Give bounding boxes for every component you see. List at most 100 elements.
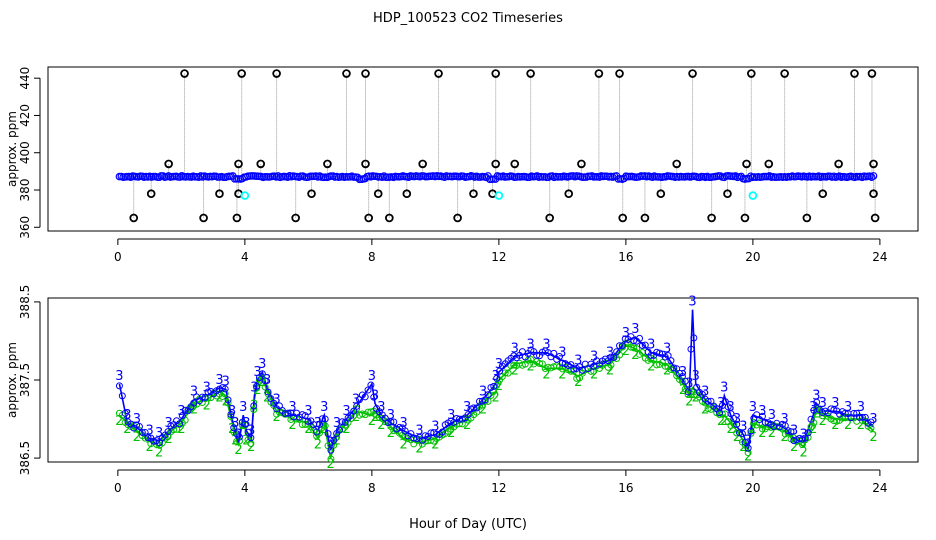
channel-3-point xyxy=(690,334,698,342)
channel-3-label: 3 xyxy=(701,385,709,400)
channel-3-point xyxy=(198,393,206,401)
outlier-point xyxy=(199,213,208,223)
outlier-point xyxy=(618,213,628,223)
x-tick-label: 4 xyxy=(241,250,249,264)
outlier-point xyxy=(361,69,370,78)
outlier-point xyxy=(434,69,443,78)
top-plot-frame xyxy=(47,66,919,232)
sample-point xyxy=(648,173,657,181)
outlier-point xyxy=(364,213,373,223)
outlier-point xyxy=(232,213,242,223)
channel-2-point xyxy=(161,433,169,441)
channel-3-label: 3 xyxy=(463,400,471,415)
channel-3-point xyxy=(704,397,712,405)
channel-3-point xyxy=(301,412,309,420)
x-tick-label: 24 xyxy=(872,481,887,495)
channel-2-label: 2 xyxy=(800,445,808,460)
channel-3-label: 3 xyxy=(304,404,312,419)
channel-3-point xyxy=(781,422,789,430)
channel-3-label: 3 xyxy=(215,373,223,388)
channel-2-label: 2 xyxy=(288,418,296,433)
outlier-point xyxy=(237,69,246,78)
x-tick-label: 8 xyxy=(368,481,376,495)
channel-2-label: 2 xyxy=(685,395,693,410)
x-tick-label: 12 xyxy=(491,250,506,264)
x-tick-label: 12 xyxy=(491,481,506,495)
channel-3-label: 3 xyxy=(415,424,423,439)
channel-3-label: 3 xyxy=(749,400,757,415)
channel-3-point xyxy=(181,406,189,414)
channel-3-point xyxy=(175,420,183,428)
channel-2-point xyxy=(573,374,581,382)
outlier-point xyxy=(307,189,316,199)
outlier-point xyxy=(180,69,189,78)
channel-2-point xyxy=(224,399,232,407)
channel-2-point xyxy=(504,369,512,377)
channel-3-point xyxy=(801,434,809,442)
channel-3-label: 3 xyxy=(819,396,827,411)
outlier-point xyxy=(418,159,427,169)
y-tick-label: 388.5 xyxy=(18,285,32,319)
x-tick-label: 24 xyxy=(872,250,887,264)
channel-3-point xyxy=(850,409,858,417)
channel-2-label: 2 xyxy=(869,430,877,445)
channel-2-label: 2 xyxy=(526,359,534,374)
channel-3-label: 3 xyxy=(250,381,258,396)
channel-2-label: 2 xyxy=(688,387,696,402)
channel-3-point xyxy=(235,433,243,441)
y-tick-label: 386.5 xyxy=(18,441,32,475)
channel-2-point xyxy=(235,437,243,445)
channel-3-point xyxy=(438,428,446,436)
y-tick-label: 360 xyxy=(18,216,32,239)
channel-3-label: 3 xyxy=(663,342,671,357)
channel-3-point xyxy=(681,377,689,385)
channel-2-point xyxy=(730,420,738,428)
channel-3-label: 3 xyxy=(739,420,747,435)
channel-3-label: 3 xyxy=(869,412,877,427)
outlier-point xyxy=(361,159,370,169)
outlier-point xyxy=(234,159,243,169)
channel-3-point xyxy=(115,382,123,390)
channel-2-label: 2 xyxy=(203,399,211,414)
channel-3-point xyxy=(667,357,675,365)
channel-2-label: 2 xyxy=(463,418,471,433)
channel-3-label: 3 xyxy=(177,404,185,419)
channel-2-label: 2 xyxy=(663,363,671,378)
channel-2-point xyxy=(684,391,692,399)
sample-point xyxy=(274,172,283,180)
channel-3-point xyxy=(470,404,478,412)
channel-3-point xyxy=(390,418,398,426)
outlier-point xyxy=(802,213,812,223)
channel-2-label: 2 xyxy=(844,418,852,433)
sample-point xyxy=(378,173,386,182)
channel-2-label: 2 xyxy=(371,410,379,425)
channel-3-label: 3 xyxy=(222,374,230,389)
channel-3-point xyxy=(473,404,481,412)
channel-2-label: 2 xyxy=(272,410,280,425)
channel-3-point xyxy=(741,438,749,446)
channel-2-label: 2 xyxy=(744,449,752,464)
channel-3-point xyxy=(335,426,343,434)
top-data-points xyxy=(115,69,880,223)
outlier-point xyxy=(869,159,878,169)
channel-2-label: 2 xyxy=(228,422,236,437)
channel-3-label: 3 xyxy=(647,338,655,353)
channel-2-point xyxy=(253,384,261,392)
channel-2-label: 2 xyxy=(155,445,163,460)
outlier-point xyxy=(272,69,281,78)
sample-point xyxy=(176,173,184,181)
channel-3-point xyxy=(155,439,163,447)
channel-2-point xyxy=(678,377,686,385)
outlier-point xyxy=(491,159,501,169)
x-axis-label: Hour of Day (UTC) xyxy=(409,517,527,532)
channel-3-point xyxy=(253,382,261,390)
channel-2-label: 2 xyxy=(234,443,242,458)
channel-2-label: 2 xyxy=(377,418,385,433)
outlier-point xyxy=(747,69,756,78)
sample-point xyxy=(159,172,167,180)
channel-3-point xyxy=(261,377,269,385)
channel-2-label: 2 xyxy=(692,391,700,406)
channel-3-label: 3 xyxy=(326,435,334,450)
channel-2-label: 2 xyxy=(647,359,655,374)
channel-3-label: 3 xyxy=(342,404,350,419)
